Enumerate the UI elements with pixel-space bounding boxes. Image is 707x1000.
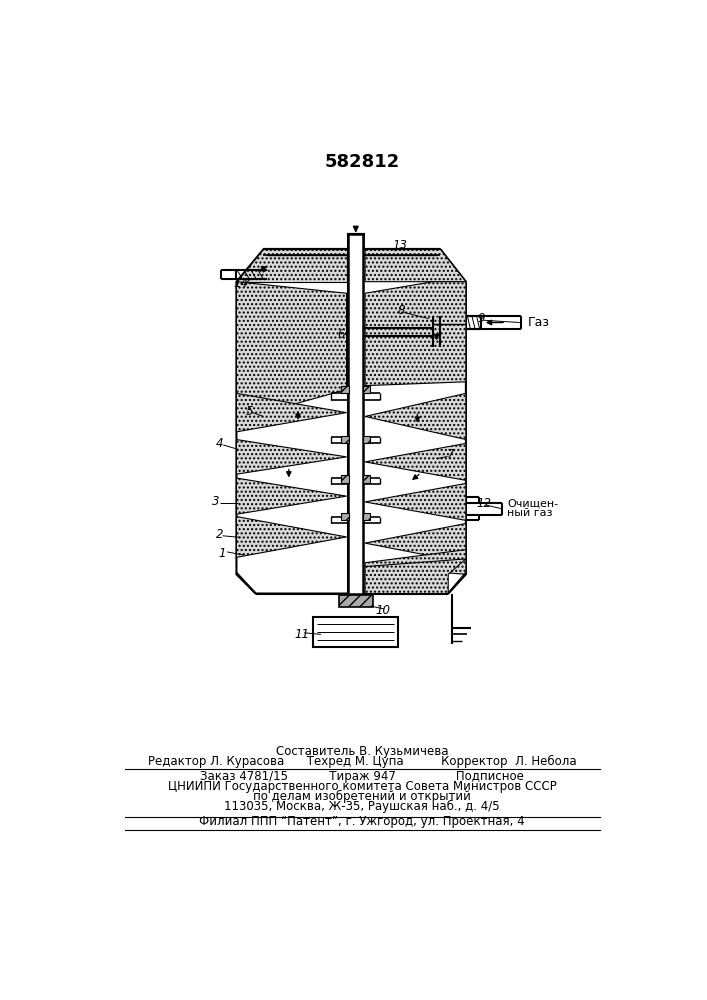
Text: по делам изобретений и открытий: по делам изобретений и открытий (253, 790, 471, 803)
Text: 2: 2 (216, 528, 223, 541)
Polygon shape (365, 523, 466, 563)
Polygon shape (236, 517, 346, 557)
Polygon shape (363, 436, 370, 443)
Polygon shape (365, 550, 466, 574)
Text: 5: 5 (246, 405, 253, 418)
Text: 13: 13 (392, 239, 407, 252)
Text: Очищен-: Очищен- (508, 498, 559, 508)
Text: 3: 3 (212, 495, 219, 508)
Polygon shape (365, 443, 466, 480)
Polygon shape (365, 483, 466, 520)
Polygon shape (363, 386, 370, 393)
Text: 9: 9 (477, 312, 485, 325)
Text: 113035, Москва, Ж-35, Раушская наб., д. 4/5: 113035, Москва, Ж-35, Раушская наб., д. … (224, 800, 500, 813)
Text: Составитель В. Кузьмичева: Составитель В. Кузьмичева (276, 745, 448, 758)
Text: Редактор Л. Курасова      Техред М. Цупа          Корректор  Л. Небола: Редактор Л. Курасова Техред М. Цупа Корр… (148, 755, 576, 768)
Polygon shape (236, 478, 346, 514)
Polygon shape (341, 513, 349, 520)
Polygon shape (236, 249, 346, 282)
Text: ЦНИИПИ Государственного комитета Совета Министров СССР: ЦНИИПИ Государственного комитета Совета … (168, 780, 556, 793)
Polygon shape (236, 249, 466, 594)
Polygon shape (363, 475, 370, 483)
Polygon shape (341, 475, 349, 483)
Polygon shape (365, 393, 466, 440)
Polygon shape (365, 249, 466, 282)
Polygon shape (339, 595, 373, 607)
Text: ный газ: ный газ (508, 508, 553, 518)
Polygon shape (313, 617, 398, 647)
Text: 6: 6 (337, 328, 345, 341)
Polygon shape (341, 386, 349, 393)
Text: 8: 8 (397, 304, 405, 317)
Polygon shape (348, 234, 363, 594)
Text: Газ: Газ (527, 316, 549, 329)
Polygon shape (365, 559, 466, 594)
Polygon shape (236, 282, 346, 420)
Text: 10: 10 (375, 604, 390, 617)
Text: 7: 7 (447, 448, 455, 461)
Text: 582812: 582812 (325, 153, 399, 171)
Polygon shape (348, 234, 363, 594)
Polygon shape (236, 440, 346, 474)
Polygon shape (236, 393, 346, 432)
Text: Филиал ППП “Патент”, г. Ужгород, ул. Проектная, 4: Филиал ППП “Патент”, г. Ужгород, ул. Про… (199, 815, 525, 828)
Polygon shape (341, 436, 349, 443)
Text: 11: 11 (294, 628, 310, 641)
Text: 1: 1 (219, 547, 226, 560)
Text: Заказ 4781/15           Тираж 947                Подписное: Заказ 4781/15 Тираж 947 Подписное (200, 770, 524, 783)
Text: 12: 12 (477, 497, 492, 510)
Polygon shape (363, 513, 370, 520)
Polygon shape (365, 282, 466, 386)
Text: 4: 4 (216, 437, 223, 450)
Text: 14: 14 (233, 277, 249, 290)
